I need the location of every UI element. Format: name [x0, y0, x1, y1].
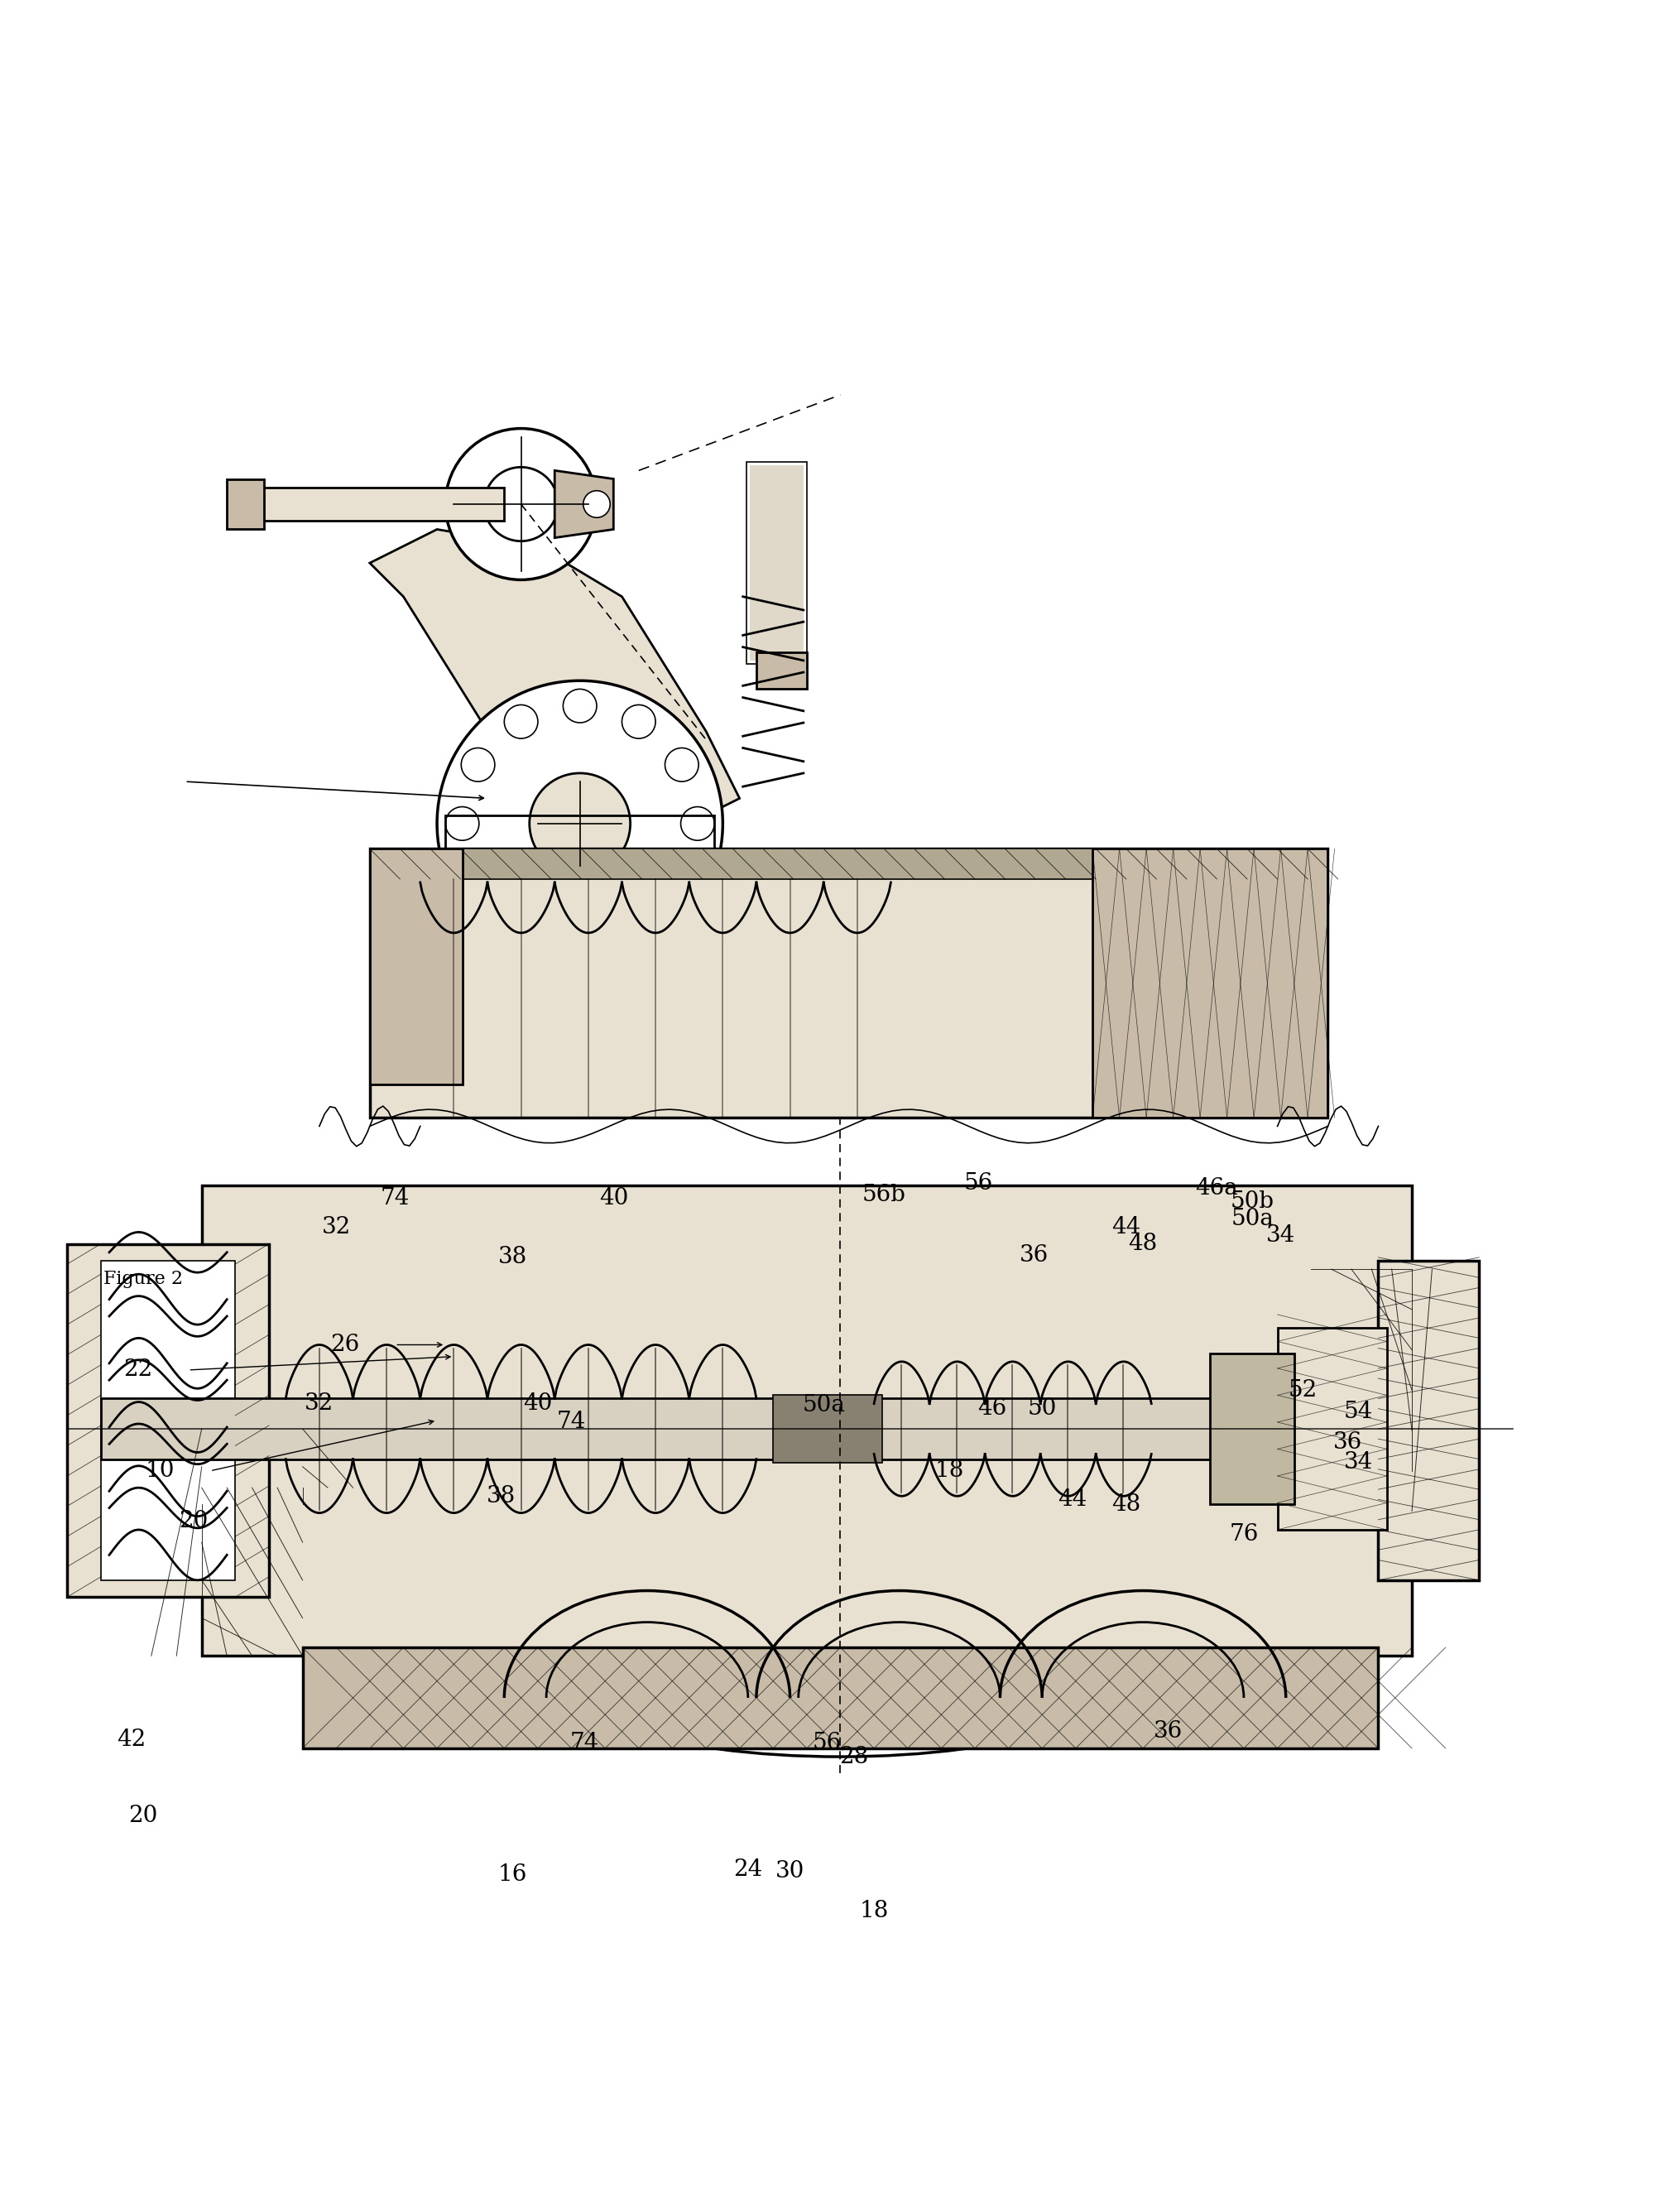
Text: 56: 56 [811, 1733, 842, 1755]
Bar [1378, 1262, 1478, 1581]
Text: 56b: 56b [862, 1185, 906, 1207]
Text: 52: 52 [1287, 1378, 1317, 1400]
Bar [235, 487, 504, 522]
Text: 32: 32 [321, 1216, 351, 1238]
Circle shape [665, 749, 699, 782]
Circle shape [445, 429, 596, 579]
Text: 48: 48 [1110, 1493, 1141, 1515]
Text: Figure 2: Figure 2 [102, 1271, 183, 1288]
Text: 36: 36 [1152, 1720, 1183, 1742]
Text: 30: 30 [774, 1861, 805, 1883]
Text: 34: 34 [1265, 1224, 1295, 1246]
Bar [445, 815, 714, 958]
Circle shape [484, 467, 558, 542]
Text: 42: 42 [116, 1729, 146, 1751]
Text: 48: 48 [1127, 1233, 1158, 1255]
Bar [773, 1396, 882, 1462]
Circle shape [680, 806, 714, 841]
Text: 40: 40 [522, 1392, 553, 1416]
Circle shape [504, 909, 538, 942]
Circle shape [563, 689, 596, 722]
Text: 28: 28 [838, 1746, 869, 1768]
Text: 40: 40 [598, 1187, 628, 1209]
Bar [370, 848, 462, 1083]
Text: 74: 74 [380, 1187, 410, 1209]
Circle shape [504, 705, 538, 738]
Text: 54: 54 [1342, 1400, 1373, 1422]
Text: 38: 38 [486, 1484, 516, 1508]
Bar [1277, 1328, 1386, 1530]
Polygon shape [370, 528, 739, 832]
Circle shape [622, 705, 655, 738]
Circle shape [460, 865, 494, 898]
Text: 50a: 50a [801, 1394, 845, 1416]
Text: 50: 50 [1026, 1398, 1057, 1420]
Text: 46a: 46a [1194, 1178, 1238, 1200]
Text: 44: 44 [1110, 1216, 1141, 1238]
Text: 18: 18 [858, 1900, 889, 1922]
Text: 38: 38 [497, 1246, 528, 1268]
Text: 74: 74 [556, 1411, 586, 1434]
Text: 20: 20 [178, 1511, 208, 1533]
Text: 46: 46 [976, 1398, 1006, 1420]
Bar [101, 1262, 235, 1581]
Text: 24: 24 [732, 1858, 763, 1881]
Bar [67, 1244, 269, 1596]
Bar [749, 465, 803, 661]
Text: 56: 56 [963, 1171, 993, 1193]
Text: 44: 44 [1057, 1489, 1087, 1511]
Text: 74: 74 [570, 1733, 600, 1755]
Text: 34: 34 [1342, 1451, 1373, 1473]
Bar [202, 1185, 1411, 1656]
Bar [756, 652, 806, 689]
Text: 18: 18 [934, 1460, 964, 1482]
Text: 36: 36 [1018, 1244, 1048, 1266]
Bar [1092, 848, 1327, 1119]
Bar [101, 1398, 1310, 1460]
Circle shape [437, 680, 722, 967]
Text: 16: 16 [497, 1863, 528, 1885]
Bar [370, 848, 1327, 1119]
Text: 26: 26 [329, 1334, 360, 1356]
Bar [1210, 1354, 1294, 1504]
Bar [227, 478, 264, 528]
Text: 20: 20 [128, 1803, 158, 1828]
Text: 50b: 50b [1230, 1191, 1273, 1213]
Circle shape [622, 909, 655, 942]
Polygon shape [554, 471, 613, 537]
Circle shape [529, 773, 630, 874]
Circle shape [583, 491, 610, 517]
Bar [746, 462, 806, 663]
Circle shape [665, 865, 699, 898]
Circle shape [445, 806, 479, 841]
Text: 22: 22 [123, 1359, 153, 1381]
Circle shape [563, 925, 596, 958]
Circle shape [460, 749, 494, 782]
Text: 50a: 50a [1230, 1207, 1273, 1231]
Polygon shape [370, 848, 1327, 879]
Text: 76: 76 [1228, 1524, 1258, 1546]
Bar [302, 1647, 1378, 1748]
Text: 32: 32 [304, 1392, 334, 1416]
Text: 36: 36 [1332, 1431, 1362, 1453]
Text: 10: 10 [144, 1460, 175, 1482]
